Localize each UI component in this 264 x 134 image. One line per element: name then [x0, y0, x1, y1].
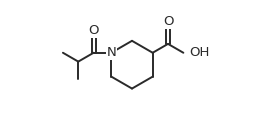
Text: OH: OH — [189, 46, 210, 59]
Text: O: O — [88, 24, 99, 37]
Text: O: O — [163, 15, 173, 28]
Text: N: N — [106, 46, 116, 59]
